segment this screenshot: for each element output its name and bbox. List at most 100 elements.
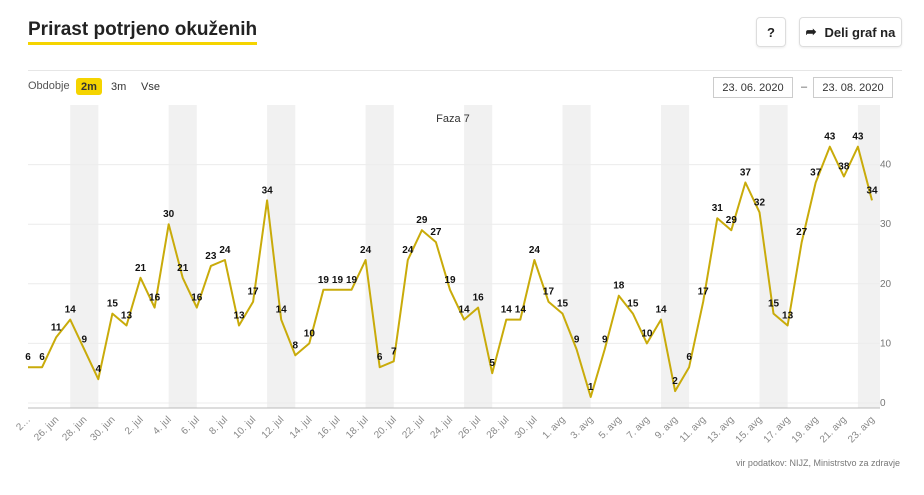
weekend-band — [70, 105, 99, 408]
data-label: 16 — [191, 293, 203, 304]
x-tick-label: 13. avg — [705, 414, 736, 445]
data-label: 11 — [51, 322, 62, 333]
source: vir podatkov: NIJZ, Ministrstvo za zdrav… — [735, 458, 900, 468]
x-tick-label: 18. jul — [344, 414, 371, 441]
x-tick-label: 4. jul — [151, 414, 174, 437]
x-tick-label: 12. jul — [260, 414, 287, 441]
weekend-band — [168, 105, 197, 408]
y-tick-label: 20 — [880, 279, 892, 290]
data-label: 21 — [177, 263, 189, 274]
x-tick-label: 26. jul — [457, 414, 484, 441]
data-label: 19 — [318, 275, 330, 286]
x-tick-label: 8. jul — [207, 414, 230, 437]
x-tick-label: 6. jul — [179, 414, 202, 437]
data-label: 2 — [672, 376, 678, 387]
x-tick-label: 23. avg — [846, 414, 877, 445]
data-label: 15 — [557, 299, 569, 310]
period-button[interactable]: Vse — [141, 80, 160, 93]
annotation: Faza 7 — [436, 113, 470, 125]
date-from[interactable]: 23. 06. 2020 — [713, 77, 793, 98]
share-button[interactable]: ➦ Deli graf na — [799, 17, 902, 47]
x-tick-label: 26. jun — [32, 414, 61, 443]
x-tick-label: 1. avg — [541, 414, 568, 441]
data-label: 14 — [459, 305, 471, 316]
x-tick-label: 19. avg — [790, 414, 821, 445]
weekend-band — [562, 105, 591, 408]
y-tick-label: 30 — [880, 219, 892, 230]
data-label: 18 — [613, 281, 625, 292]
data-label: 10 — [641, 328, 653, 339]
data-label: 30 — [163, 209, 175, 220]
data-label: 15 — [768, 299, 780, 310]
data-label: 6 — [25, 352, 31, 363]
data-label: 29 — [416, 215, 428, 226]
x-tick-label: 24. jul — [428, 414, 455, 441]
line — [28, 145, 873, 398]
data-label: 24 — [529, 245, 541, 256]
data-label: 37 — [810, 167, 822, 178]
data-label: 15 — [107, 299, 119, 310]
data-label: 14 — [501, 305, 513, 316]
x-tick-label: 11. avg — [678, 414, 708, 444]
weekend-band — [365, 105, 394, 408]
date-separator: – — [801, 81, 808, 93]
x-tick-label: 28. jun — [60, 414, 89, 443]
data-label: 9 — [602, 334, 608, 345]
data-label: 16 — [473, 293, 485, 304]
x-tick-label: 22. jul — [400, 414, 427, 441]
data-label: 27 — [796, 227, 808, 238]
data-label: 24 — [402, 245, 414, 256]
data-label: 37 — [740, 167, 752, 178]
data-label: 19 — [332, 275, 344, 286]
data-label: 4 — [96, 364, 102, 375]
data-label: 17 — [248, 287, 260, 298]
data-label: 6 — [39, 352, 45, 363]
period-button[interactable]: 2m — [76, 78, 102, 95]
data-label: 23 — [205, 251, 217, 262]
data-label: 13 — [782, 311, 794, 322]
separator — [28, 70, 902, 71]
x-tick-label: 7. avg — [625, 414, 652, 441]
data-label: 19 — [444, 275, 456, 286]
x-tick-label: 10. jul — [232, 414, 259, 441]
data-label: 6 — [686, 352, 692, 363]
data-label: 24 — [360, 245, 372, 256]
data-label: 32 — [754, 197, 766, 208]
x-tick-label: 2… — [14, 414, 33, 433]
data-label: 9 — [81, 334, 87, 345]
title: Prirast potrjeno okuženih — [28, 18, 258, 45]
data-label: 21 — [135, 263, 147, 274]
y-tick-label: 10 — [880, 338, 892, 349]
period-button[interactable]: 3m — [111, 80, 127, 93]
data-label: 34 — [866, 185, 878, 196]
share-icon: ➦ — [805, 24, 817, 39]
data-label: 7 — [391, 346, 397, 357]
x-tick-label: 16. jul — [316, 414, 343, 441]
date-to[interactable]: 23. 08. 2020 — [813, 77, 893, 98]
data-label: 38 — [838, 162, 850, 173]
data-label: 29 — [726, 215, 738, 226]
data-label: 16 — [149, 293, 161, 304]
y-tick-label: 0 — [880, 398, 886, 409]
data-label: 43 — [852, 132, 864, 143]
x-tick-label: 28. jul — [485, 414, 512, 441]
help-button[interactable]: ? — [756, 17, 786, 47]
data-label: 27 — [430, 227, 442, 238]
data-label: 5 — [489, 358, 495, 369]
data-label: 15 — [627, 299, 639, 310]
x-tick-label: 30. jun — [89, 414, 118, 443]
x-tick-label: 15. avg — [734, 414, 765, 445]
data-label: 24 — [219, 245, 231, 256]
data-label: 31 — [712, 203, 724, 214]
data-label: 10 — [304, 328, 316, 339]
share-label: Deli graf na — [824, 24, 896, 40]
weekend-band — [661, 105, 690, 408]
x-tick-label: 21. avg — [818, 414, 849, 445]
x-tick-label: 17. avg — [762, 414, 793, 445]
data-label: 14 — [65, 305, 77, 316]
x-tick-label: 20. jul — [372, 414, 399, 441]
data-label: 17 — [543, 287, 555, 298]
data-label: 17 — [698, 287, 710, 298]
